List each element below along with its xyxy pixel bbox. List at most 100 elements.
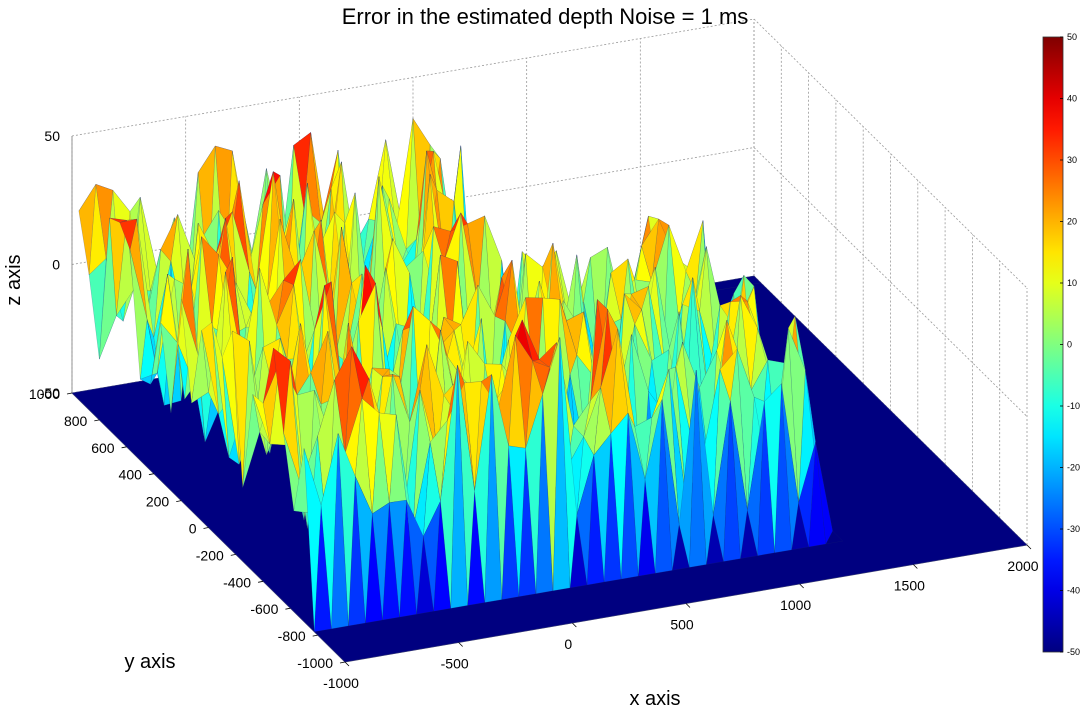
surface-patch [457,365,475,606]
y-tick-mark [148,473,154,476]
surface-patch [781,383,799,550]
surface-patch [593,433,612,583]
surface-patch [539,342,557,368]
surface-patch [532,360,550,395]
x-tick-mark [913,564,918,569]
surface-patch [338,433,356,626]
axis-ticks: -1000-5000500100015002000100080060040020… [29,128,1039,691]
surface-patch [627,412,646,577]
x-tick-mark [344,661,350,667]
surface-patch [239,180,257,290]
surface-patch [273,347,291,434]
x-tick-mark [685,603,691,608]
surface-patch [119,218,137,251]
surface-patch [736,348,755,511]
surface-patch [201,236,219,327]
x-axis-label: x axis [629,688,680,710]
colorbar-tick-label: 10 [1067,278,1077,288]
x-tick-label: -500 [441,656,469,672]
y-tick-mark [258,580,264,583]
surface-patch [129,249,148,380]
surface-patch [617,328,635,427]
surface-patch [389,198,407,269]
surface-patch [651,369,670,418]
surface-patch [713,401,731,562]
y-tick-mark [66,392,73,395]
surface-patch [559,337,577,588]
x-tick-label: 1000 [780,597,811,613]
surface-patch [644,399,663,574]
colorbar-tick-label: -30 [1067,524,1080,534]
y-tick-label: 1000 [29,386,60,402]
grid-line [71,18,755,137]
surface-patch [559,299,577,375]
surface-patch [310,331,328,405]
surface-patch [170,248,189,414]
colorbar-tick-label: 30 [1067,155,1077,165]
x-tick-label: -1000 [323,675,359,691]
surface-patch [576,455,595,585]
y-tick-mark [285,607,291,610]
surface-patch [641,218,659,283]
surface-patch [423,501,441,612]
surface-patch [99,218,117,360]
surface-patch [634,417,653,480]
surface-patch [798,442,816,547]
surface-patch [747,401,765,556]
y-tick-label: -800 [278,628,306,644]
surface-patch [600,328,618,434]
surface-patch [696,370,714,565]
z-tick-label: -50 [40,385,60,401]
x-tick-mark [1026,544,1032,550]
y-tick-label: 600 [91,440,115,456]
surface-patch [631,286,649,310]
surface-patch [788,328,806,503]
surface-patch [160,214,178,262]
colorbar-tick-label: 40 [1067,94,1077,104]
surface-patch [88,258,107,360]
x-tick-mark [458,642,463,647]
x-tick-label: 500 [670,617,694,633]
surface-patch [610,412,629,580]
surface-patch [109,217,127,223]
y-tick-label: -600 [250,601,278,617]
surface-patch [191,330,209,404]
surface-patch [668,225,687,324]
chart-title: Error in the estimated depth Noise = 1 m… [342,4,749,29]
surface-patch [409,344,427,422]
colorbar-tick-label: -50 [1067,647,1080,657]
y-tick-mark [312,634,318,637]
z-axis-label: z axis [3,254,25,305]
surface-patch [494,260,513,322]
surface-patch [464,381,482,492]
x-tick-label: 1500 [894,578,925,594]
surface-patch [661,399,680,571]
colorbar-tick-label: -40 [1067,586,1080,596]
surface-patch [522,319,540,362]
colorbar-tick-label: 0 [1067,340,1072,350]
colorbar-tick-label: -20 [1067,463,1080,473]
y-tick-label: -200 [196,547,224,563]
surface-patch [150,274,168,385]
surface-patch [426,344,444,455]
surface-patch [433,226,451,263]
y-tick-mark [203,527,209,529]
surface-patch [167,274,185,400]
z-tick-label: 0 [52,257,60,273]
surface-patch [116,220,134,316]
surface-patch [474,374,492,603]
y-tick-label: -1000 [297,655,333,671]
y-tick-label: 400 [119,467,143,483]
y-tick-mark [121,446,127,449]
surface-patch [372,502,390,621]
colorbar-tick-label: -10 [1067,401,1080,411]
surface-patch [198,145,216,289]
surface-patch [78,184,96,275]
z-tick-label: 50 [44,128,60,144]
surface-patch [368,139,386,222]
surface-patch [679,370,697,568]
surface-patch [440,365,458,609]
x-tick-mark [572,622,577,628]
x-tick-label: 0 [564,636,572,652]
